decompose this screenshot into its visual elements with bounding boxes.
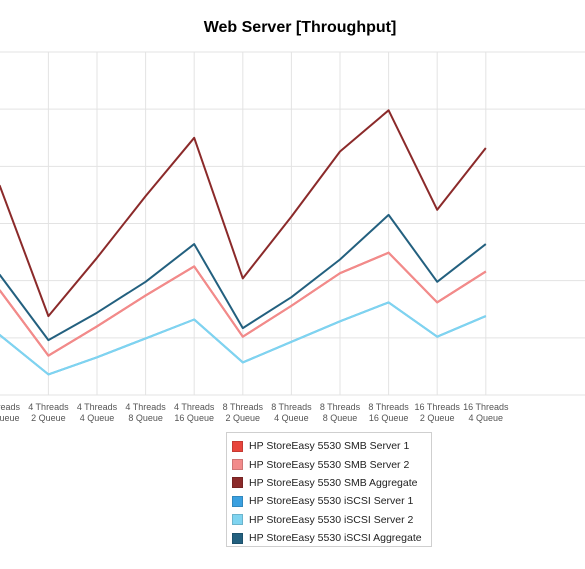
legend-swatch — [232, 532, 243, 544]
x-tick-label: 8 Threads 4 Queue — [271, 402, 312, 423]
chart-title: Web Server [Throughput] — [203, 19, 397, 36]
legend-item: HP StoreEasy 5530 SMB Server 1 — [231, 437, 431, 455]
x-tick-label: 8 Threads 2 Queue — [223, 402, 264, 423]
x-tick-label: 8 Threads 16 Queue — [368, 402, 409, 423]
x-tick-label: 16 Threads 2 Queue — [415, 402, 461, 423]
legend-item: HP StoreEasy 5530 iSCSI Server 2 — [231, 511, 431, 529]
x-tick-label: 4 Threads 2 Queue — [28, 402, 69, 423]
legend-item: HP StoreEasy 5530 iSCSI Server 1 — [231, 492, 431, 510]
legend-swatch — [232, 514, 243, 526]
legend-swatch — [232, 440, 243, 452]
legend-label: HP StoreEasy 5530 iSCSI Server 1 — [249, 495, 414, 508]
x-tick-label: 4 Threads 8 Queue — [125, 402, 166, 423]
legend-label: HP StoreEasy 5530 SMB Server 2 — [249, 458, 410, 471]
legend-swatch — [232, 477, 243, 489]
grid-lines — [0, 51, 585, 396]
x-tick-label: 4 Threads 4 Queue — [77, 402, 118, 423]
series-line-2 — [0, 251, 487, 357]
x-tick-label: 8 Threads 8 Queue — [320, 402, 361, 423]
legend-label: HP StoreEasy 5530 SMB Server 1 — [249, 440, 410, 453]
legend-swatch — [232, 459, 243, 471]
legend-swatch — [232, 495, 243, 507]
legend-label: HP StoreEasy 5530 SMB Aggregate — [249, 476, 418, 489]
legend: HP StoreEasy 5530 SMB Server 1 HP StoreEa… — [226, 432, 432, 547]
series-line-6 — [0, 213, 487, 342]
series-line-3 — [0, 109, 487, 318]
x-tick-label: 16 Threads 4 Queue — [463, 402, 509, 423]
legend-item: HP StoreEasy 5530 SMB Aggregate — [231, 474, 431, 492]
legend-label: HP StoreEasy 5530 iSCSI Aggregate — [249, 532, 422, 545]
x-tick-label: 4 Threads 16 Queue — [174, 402, 215, 423]
series-line-5 — [0, 301, 487, 376]
legend-item: HP StoreEasy 5530 iSCSI Aggregate — [231, 529, 431, 547]
legend-label: HP StoreEasy 5530 iSCSI Server 2 — [249, 513, 414, 526]
series-lines — [0, 109, 487, 376]
legend-item: HP StoreEasy 5530 SMB Server 2 — [231, 455, 431, 473]
